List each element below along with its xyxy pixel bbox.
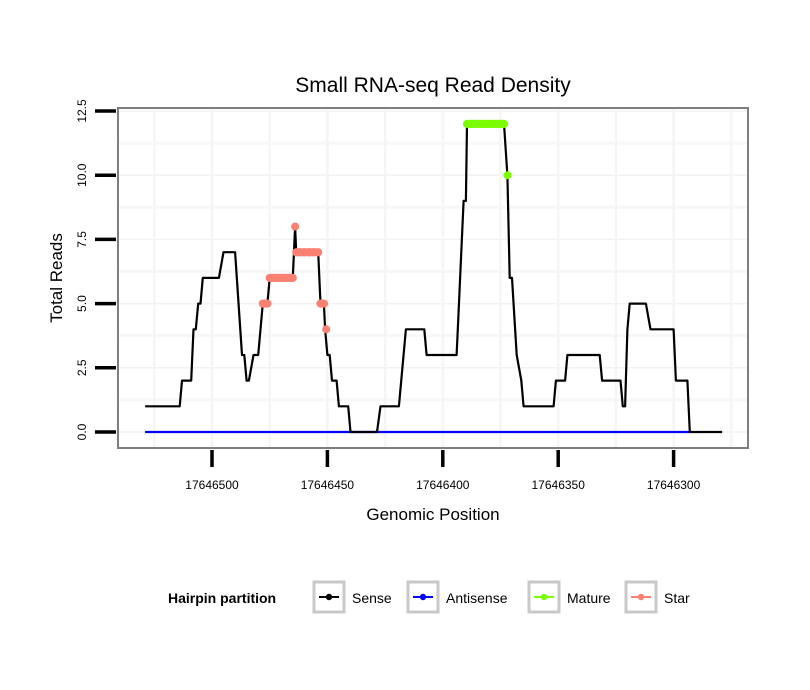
y-tick-label: 12.5 bbox=[75, 99, 89, 123]
legend-item-mature: Mature bbox=[527, 580, 611, 614]
y-tick-label: 7.5 bbox=[75, 231, 89, 248]
legend-item-sense: Sense bbox=[312, 580, 392, 614]
sense-line bbox=[145, 122, 723, 434]
star-point bbox=[263, 299, 272, 308]
legend-key-point bbox=[540, 593, 548, 601]
mature-point bbox=[499, 119, 508, 128]
x-tick-label: 17646300 bbox=[647, 478, 701, 492]
legend-label-sense: Sense bbox=[352, 590, 392, 606]
legend-key-point bbox=[419, 593, 427, 601]
legend-item-antisense: Antisense bbox=[406, 580, 508, 614]
y-tick-label: 0.0 bbox=[75, 423, 89, 440]
legend-key-point bbox=[325, 593, 333, 601]
gridlines bbox=[119, 109, 747, 447]
x-tick-label: 17646450 bbox=[301, 478, 355, 492]
chart-title: Small RNA-seq Read Density bbox=[295, 74, 571, 97]
legend-item-star: Star bbox=[624, 580, 690, 614]
legend-label-antisense: Antisense bbox=[446, 590, 508, 606]
y-axis: 0.0 2.5 5.0 7.5 10.0 12.5 bbox=[75, 99, 116, 440]
star-point bbox=[319, 299, 328, 308]
legend: Hairpin partition Sense Antisense Mature St… bbox=[168, 580, 690, 614]
plot-panel bbox=[118, 108, 748, 448]
x-tick-label: 17646500 bbox=[185, 478, 239, 492]
x-tick-label: 17646350 bbox=[532, 478, 586, 492]
star-point bbox=[322, 325, 331, 334]
y-tick-label: 2.5 bbox=[75, 359, 89, 376]
series-layer bbox=[145, 119, 723, 434]
star-point bbox=[314, 248, 323, 257]
y-axis-title: Total Reads bbox=[47, 233, 66, 323]
y-tick-label: 5.0 bbox=[75, 295, 89, 312]
y-tick-label: 10.0 bbox=[75, 163, 89, 187]
legend-key-point bbox=[637, 593, 645, 601]
star-point bbox=[288, 273, 297, 282]
legend-title: Hairpin partition bbox=[168, 590, 276, 606]
x-tick-label: 17646400 bbox=[416, 478, 470, 492]
legend-label-star: Star bbox=[664, 590, 690, 606]
legend-label-mature: Mature bbox=[567, 590, 611, 606]
star-point bbox=[291, 222, 300, 231]
plot-border bbox=[117, 107, 749, 449]
x-axis: 17646500 17646450 17646400 17646350 17646300 bbox=[185, 450, 701, 492]
mature-point bbox=[503, 171, 512, 180]
x-axis-title: Genomic Position bbox=[366, 505, 499, 524]
